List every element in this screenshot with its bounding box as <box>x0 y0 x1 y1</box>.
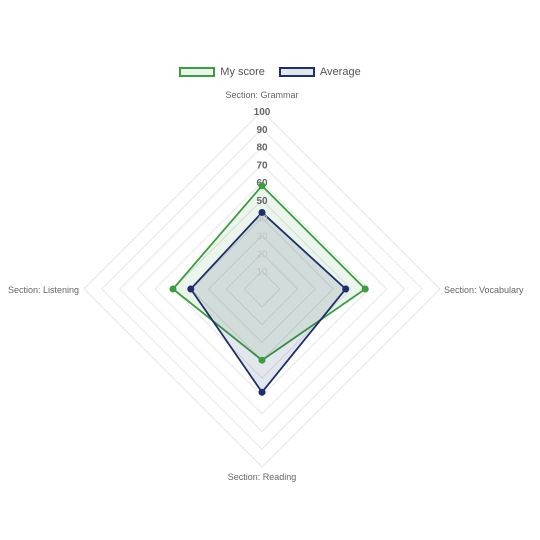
r-tick-label-7: 70 <box>256 160 268 171</box>
axis-label-3: Section: Reading <box>228 472 297 482</box>
grid-ring-8 <box>118 145 406 433</box>
grid-ring-2 <box>225 252 299 326</box>
data-point-s1-4 <box>169 285 177 293</box>
grid-ring-6 <box>154 181 370 397</box>
legend-item-my-score[interactable]: My score <box>179 66 265 78</box>
r-tick-label-2: 20 <box>256 249 268 260</box>
chart-legend: My score Average <box>0 66 540 78</box>
grid-ring-7 <box>136 163 388 415</box>
grid-ring-3 <box>207 234 317 344</box>
axis-label-1: Section: Grammar <box>225 90 298 100</box>
grid-ring-10 <box>83 110 441 468</box>
legend-swatch-my-score <box>179 67 216 77</box>
data-point-s2-2 <box>342 285 350 293</box>
axis-label-2: Section: Vocabulary <box>444 285 524 295</box>
data-point-s2-4 <box>187 285 195 293</box>
axis-label-4: Section: Listening <box>8 285 79 295</box>
r-tick-label-3: 30 <box>256 232 268 243</box>
grid-ring-9 <box>101 128 423 450</box>
r-tick-label-1: 10 <box>256 267 268 278</box>
r-tick-label-9: 90 <box>256 125 268 136</box>
data-point-s2-3 <box>258 388 266 396</box>
legend-swatch-average <box>278 67 315 77</box>
legend-label-average: Average <box>319 66 361 78</box>
r-tick-label-10: 100 <box>254 107 271 118</box>
r-tick-label-5: 50 <box>256 196 268 207</box>
data-point-s1-3 <box>258 356 266 364</box>
data-point-s2-1 <box>258 208 266 216</box>
data-point-s1-1 <box>258 182 266 190</box>
legend-label-my-score: My score <box>220 66 265 78</box>
grid-ring-5 <box>172 199 352 379</box>
data-point-s1-2 <box>361 285 369 293</box>
legend-item-average[interactable]: Average <box>278 66 361 78</box>
r-tick-label-8: 80 <box>256 143 268 154</box>
grid-ring-1 <box>243 270 281 308</box>
r-tick-label-4: 40 <box>256 214 268 225</box>
